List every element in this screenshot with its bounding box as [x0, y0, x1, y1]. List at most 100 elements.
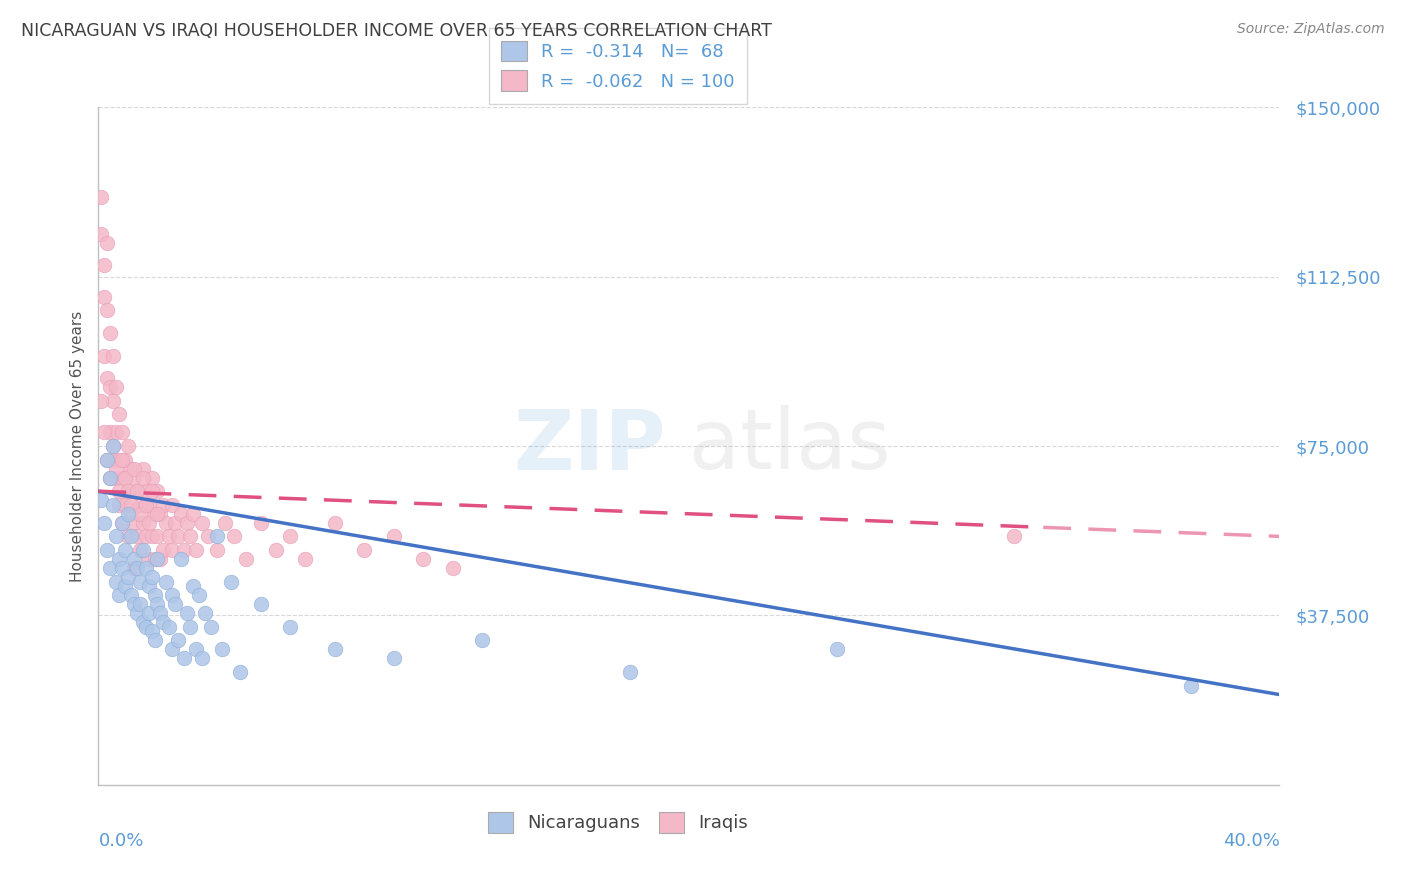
Point	[96, 452, 118, 467]
Point	[135, 498, 157, 512]
Point	[211, 642, 233, 657]
Point	[141, 529, 163, 543]
Point	[146, 597, 169, 611]
Point	[214, 516, 236, 530]
Point	[96, 235, 118, 250]
Point	[98, 326, 121, 340]
Point	[125, 529, 148, 543]
Text: Source: ZipAtlas.com: Source: ZipAtlas.com	[1237, 22, 1385, 37]
Point	[90, 227, 112, 241]
Point	[152, 615, 174, 630]
Point	[179, 529, 201, 543]
Point	[93, 516, 115, 530]
Point	[117, 529, 139, 543]
Point	[105, 380, 128, 394]
Point	[323, 516, 346, 530]
Point	[176, 606, 198, 620]
Point	[165, 597, 187, 611]
Text: ZIP: ZIP	[513, 406, 665, 486]
Point	[152, 543, 174, 558]
Point	[105, 470, 128, 484]
Point	[143, 552, 166, 566]
Point	[197, 529, 219, 543]
Point	[179, 620, 201, 634]
Point	[120, 588, 142, 602]
Point	[181, 507, 204, 521]
Point	[157, 529, 180, 543]
Point	[162, 642, 183, 657]
Text: 0.0%: 0.0%	[98, 832, 143, 850]
Point	[205, 543, 228, 558]
Point	[103, 393, 125, 408]
Text: atlas: atlas	[689, 406, 890, 486]
Point	[111, 561, 134, 575]
Point	[125, 606, 148, 620]
Point	[96, 371, 118, 385]
Point	[117, 507, 139, 521]
Point	[114, 543, 136, 558]
Point	[132, 543, 155, 558]
Point	[141, 470, 163, 484]
Point	[250, 597, 273, 611]
Point	[146, 552, 169, 566]
Point	[98, 425, 121, 440]
Point	[122, 516, 145, 530]
Point	[111, 516, 134, 530]
Point	[141, 624, 163, 639]
Point	[143, 633, 166, 648]
Point	[157, 620, 180, 634]
Point	[93, 290, 115, 304]
Point	[441, 561, 464, 575]
Point	[108, 408, 131, 422]
Point	[165, 516, 187, 530]
Point	[111, 470, 134, 484]
Point	[103, 349, 125, 363]
Point	[111, 452, 134, 467]
Point	[105, 461, 128, 475]
Point	[132, 470, 155, 484]
Point	[117, 484, 139, 499]
Point	[108, 498, 131, 512]
Point	[191, 651, 214, 665]
Point	[93, 258, 115, 272]
Point	[155, 516, 177, 530]
Point	[184, 642, 207, 657]
Point	[125, 484, 148, 499]
Point	[98, 470, 121, 484]
Point	[1180, 679, 1202, 693]
Legend: Nicaraguans, Iraqis: Nicaraguans, Iraqis	[477, 801, 759, 844]
Point	[128, 597, 150, 611]
Point	[173, 543, 195, 558]
Text: NICARAGUAN VS IRAQI HOUSEHOLDER INCOME OVER 65 YEARS CORRELATION CHART: NICARAGUAN VS IRAQI HOUSEHOLDER INCOME O…	[21, 22, 772, 40]
Point	[138, 552, 160, 566]
Point	[103, 452, 125, 467]
Point	[98, 380, 121, 394]
Point	[135, 561, 157, 575]
Point	[138, 579, 160, 593]
Point	[125, 561, 148, 575]
Point	[382, 529, 405, 543]
Point	[264, 543, 287, 558]
Point	[108, 552, 131, 566]
Point	[90, 190, 112, 204]
Point	[128, 507, 150, 521]
Point	[120, 507, 142, 521]
Point	[155, 574, 177, 589]
Point	[200, 620, 222, 634]
Point	[135, 620, 157, 634]
Point	[167, 529, 190, 543]
Point	[122, 561, 145, 575]
Point	[114, 470, 136, 484]
Point	[235, 552, 257, 566]
Point	[114, 498, 136, 512]
Point	[114, 579, 136, 593]
Point	[138, 516, 160, 530]
Point	[122, 597, 145, 611]
Point	[619, 665, 641, 679]
Y-axis label: Householder Income Over 65 years: Householder Income Over 65 years	[69, 310, 84, 582]
Point	[90, 493, 112, 508]
Point	[162, 498, 183, 512]
Point	[170, 552, 193, 566]
Point	[111, 516, 134, 530]
Point	[353, 543, 375, 558]
